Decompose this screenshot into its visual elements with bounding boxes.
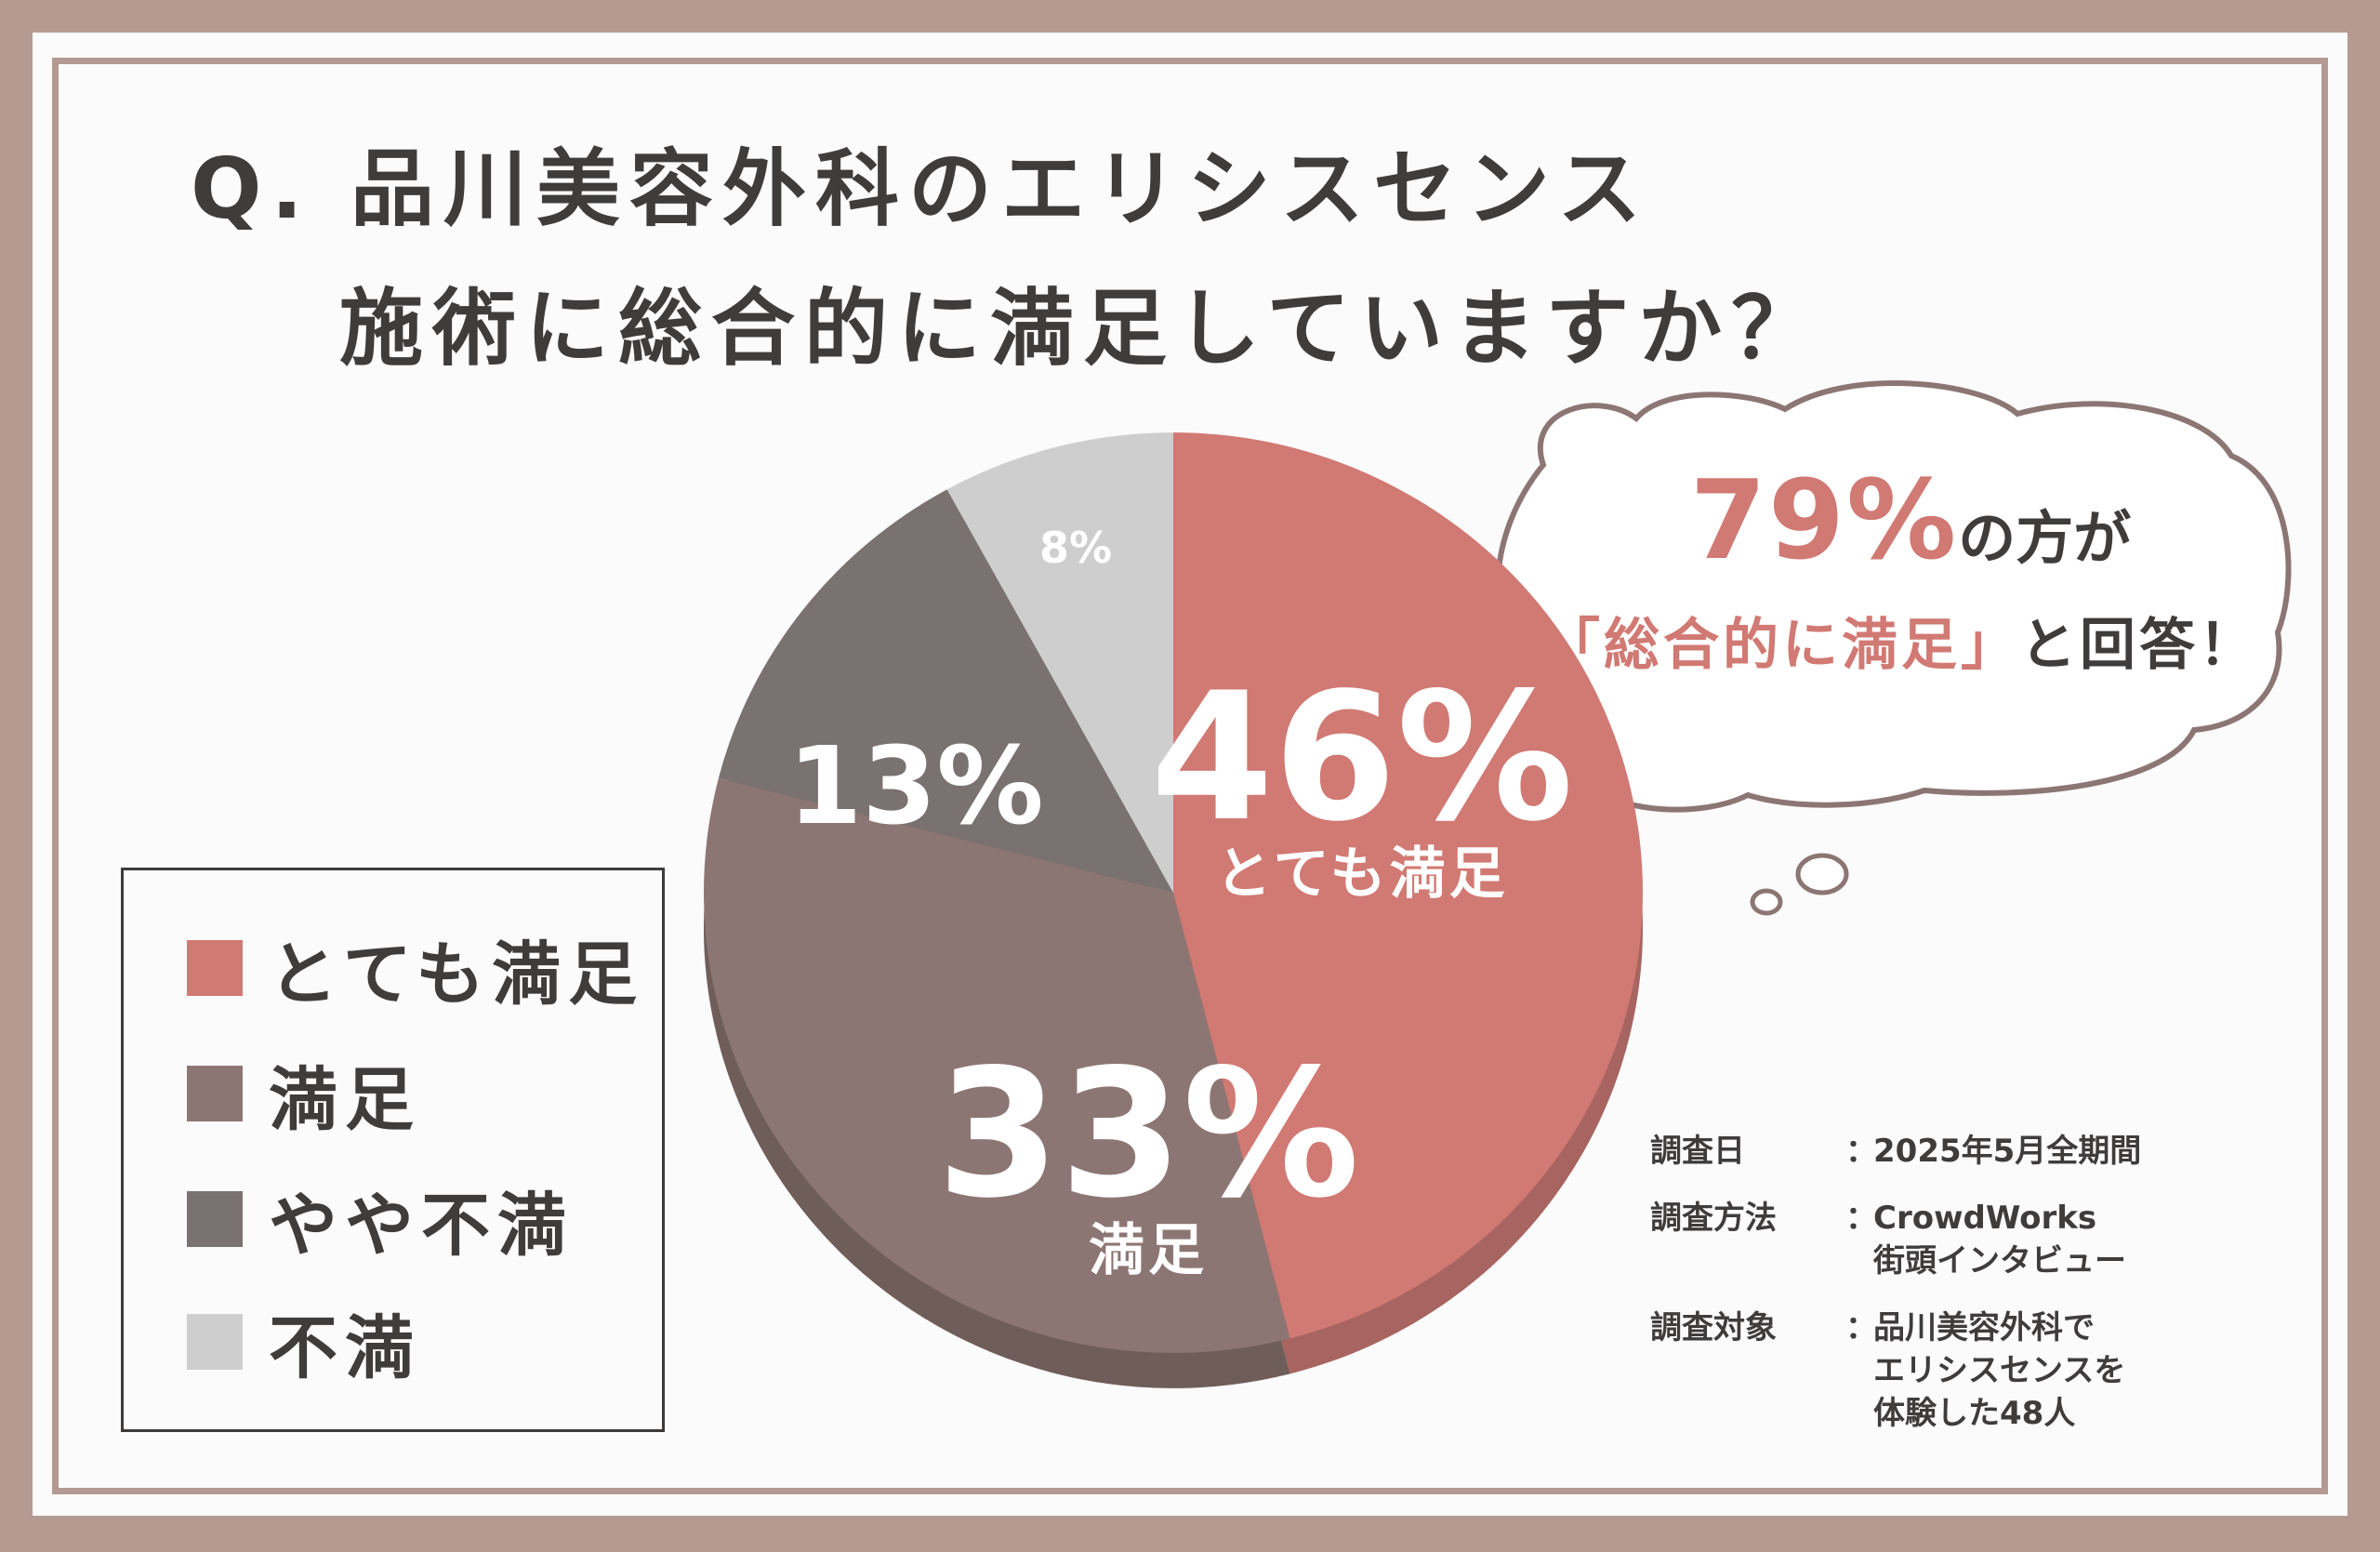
inner-frame <box>52 58 2328 1494</box>
legend-item-satisfied: 満足 <box>187 1060 421 1140</box>
note-value-line: 体験した48人 <box>1873 1395 2076 1432</box>
legend-swatch <box>187 1066 243 1121</box>
note-survey-method: 調査方法 ： CrowdWorks 街頭インタビュー <box>1650 1197 2141 1282</box>
pie-slice-satisfied <box>703 777 1290 1353</box>
legend-item-very-satisfied: とても満足 <box>187 935 644 1015</box>
callout-percent: 79% <box>1689 456 1959 584</box>
pie-value-label-somewhat-dissatisfied: 13% <box>787 724 1043 849</box>
note-value: 品川美容外科で エリシスセンスを 体験した48人 <box>1873 1307 2125 1435</box>
legend-label: 満足 <box>269 1059 421 1140</box>
legend-item-dissatisfied: 不満 <box>187 1308 421 1388</box>
callout-line2-suffix: と回答！ <box>2020 613 2258 678</box>
note-separator: ： <box>1845 1200 1877 1237</box>
note-label: 調査日 <box>1650 1133 1745 1170</box>
legend-swatch <box>187 940 243 996</box>
pie-slice-dissatisfied <box>946 432 1173 893</box>
pie-category-label-satisfied: 満足 <box>1089 1218 1208 1283</box>
note-label: 調査対象 <box>1650 1309 1777 1346</box>
pie-category-label-very-satisfied: とても満足 <box>1215 842 1508 907</box>
bubble-dot-large <box>1795 853 1849 895</box>
note-separator: ： <box>1845 1309 1877 1346</box>
pie-labels: 46%とても満足 33%満足 13% 8% <box>787 523 1573 1283</box>
callout-line-1: 79%の方が <box>1622 456 2199 584</box>
pie-value-label-dissatisfied: 8% <box>1039 523 1112 573</box>
note-survey-date: 調査日 ： 2025年5月全期間 <box>1650 1130 2141 1173</box>
note-separator: ： <box>1845 1133 1877 1170</box>
legend-swatch <box>187 1191 243 1247</box>
pie-value-label-very-satisfied: 46% <box>1151 655 1574 860</box>
bubble-dot-small <box>1750 888 1783 916</box>
note-survey-target: 調査対象 ： 品川美容外科で エリシスセンスを 体験した48人 <box>1650 1307 2141 1435</box>
pie-slice-somewhat-dissatisfied <box>718 489 1173 893</box>
note-value: 2025年5月全期間 <box>1873 1130 2141 1173</box>
note-value-line: 2025年5月全期間 <box>1873 1133 2142 1170</box>
legend-item-somewhat-dissatisfied: やや不満 <box>187 1186 574 1266</box>
callout-line-2: 「総合的に満足」と回答！ <box>1515 600 2287 681</box>
question-title-line-1: Q. 品川美容外科のエリシスセンス <box>191 140 1651 238</box>
note-value-line: 街頭インタビュー <box>1873 1242 2126 1280</box>
legend-label: やや不満 <box>269 1185 574 1266</box>
note-value-line: エリシスセンスを <box>1873 1352 2126 1389</box>
pie-chart <box>703 432 1644 1353</box>
question-title-line-2: 施術に総合的に満足していますか？ <box>339 280 1825 378</box>
pie-value-label-satisfied: 33% <box>937 1031 1360 1237</box>
legend-label: 不満 <box>269 1307 421 1388</box>
legend-swatch <box>187 1314 243 1370</box>
note-value-line: 品川美容外科で <box>1873 1309 2095 1346</box>
note-value: CrowdWorks 街頭インタビュー <box>1873 1197 2126 1282</box>
legend-box: とても満足 満足 やや不満 不満 <box>121 868 665 1432</box>
callout-quote: 「総合的に満足」 <box>1544 613 2020 678</box>
legend-label: とても満足 <box>269 934 645 1015</box>
note-label: 調査方法 <box>1650 1200 1777 1237</box>
note-value-line: CrowdWorks <box>1873 1200 2097 1237</box>
callout-line1-suffix: の方が <box>1958 504 2132 572</box>
pie-slice-very-satisfied <box>1173 432 1644 1339</box>
survey-notes: 調査日 ： 2025年5月全期間 調査方法 ： CrowdWorks 街頭インタ… <box>1650 1130 2141 1459</box>
